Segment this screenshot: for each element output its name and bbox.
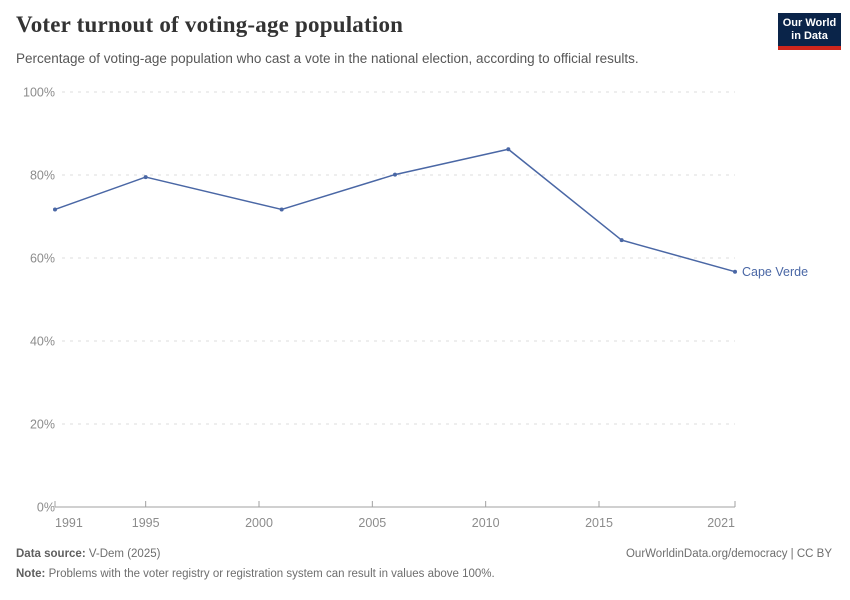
data-point[interactable] — [143, 175, 148, 180]
x-tick-label: 2005 — [358, 516, 386, 530]
chart-area[interactable]: 0% 20% 40% 60% 80% 100% 1991 1995 2000 2005 2010 20… — [0, 0, 850, 545]
y-tick-label: 20% — [30, 418, 55, 432]
x-tick-label: 1991 — [55, 516, 83, 530]
data-point[interactable] — [619, 238, 624, 243]
data-point[interactable] — [506, 147, 511, 152]
data-point[interactable] — [53, 207, 57, 212]
owid-link[interactable]: OurWorldinData.org/democracy | CC BY — [625, 548, 832, 560]
series-line[interactable] — [54, 148, 736, 273]
series-label: Cape Verde — [742, 264, 809, 279]
data-point[interactable] — [733, 269, 737, 274]
plot-svg[interactable]: 0% 20% 40% 60% 80% 100% 1991 1995 2000 2005 2010 20… — [0, 0, 850, 545]
x-tick-label: 2021 — [707, 516, 735, 530]
y-tick-label: 80% — [30, 169, 55, 183]
x-tick-label: 1995 — [132, 516, 160, 530]
x-tick-label: 2000 — [245, 516, 273, 530]
x-tick-label: 2010 — [472, 516, 500, 530]
page-title: Voter turnout of voting-age population — [16, 12, 404, 37]
chart-subtitle: Percentage of voting-age population who … — [16, 51, 639, 66]
y-tick-label: 40% — [30, 335, 55, 349]
y-tick-label: 100% — [23, 86, 55, 100]
footer-note: Note: Problems with the voter registry o… — [16, 568, 495, 580]
data-point[interactable] — [279, 207, 284, 212]
owid-logo[interactable]: Our World in Data — [778, 13, 841, 50]
chart-footer: Data source: V-Dem (2025) OurWorldinData… — [16, 548, 832, 580]
owid-logo-text: Our World in Data — [778, 13, 841, 46]
x-tick-label: 2015 — [585, 516, 613, 530]
owid-logo-stripe — [778, 46, 841, 50]
data-source: Data source: V-Dem (2025) — [16, 548, 161, 560]
y-tick-label: 60% — [30, 252, 55, 266]
y-tick-label: 0% — [37, 501, 55, 515]
data-point[interactable] — [393, 172, 397, 177]
